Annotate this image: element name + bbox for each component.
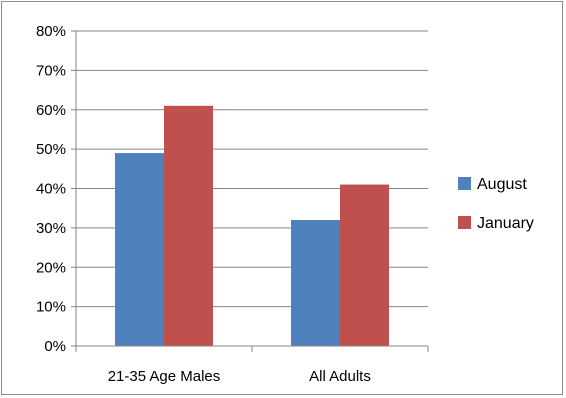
y-tick-labels: 0% 10% 20% 30% 40% 50% 60% 70% 80% bbox=[36, 23, 66, 355]
y-tick-label: 50% bbox=[36, 141, 66, 158]
legend-swatch-august bbox=[458, 177, 471, 190]
bar-august-1 bbox=[115, 153, 164, 346]
bar-january-2 bbox=[340, 184, 389, 346]
bar-august-2 bbox=[291, 220, 340, 346]
x-tick-label: All Adults bbox=[309, 368, 371, 385]
y-tick-label: 40% bbox=[36, 181, 66, 198]
y-tick-label: 10% bbox=[36, 299, 66, 316]
axes bbox=[71, 30, 429, 352]
y-tick-label: 20% bbox=[36, 259, 66, 276]
legend-label-january: January bbox=[477, 215, 534, 232]
x-tick-label: 21-35 Age Males bbox=[108, 368, 221, 385]
y-tick-label: 70% bbox=[36, 62, 66, 79]
legend-swatch-january bbox=[458, 216, 471, 229]
y-tick-label: 80% bbox=[36, 23, 66, 40]
bar-january-1 bbox=[164, 105, 213, 346]
bars bbox=[115, 105, 389, 346]
y-tick-label: 30% bbox=[36, 220, 66, 237]
x-tick-labels: 21-35 Age Males All Adults bbox=[108, 368, 371, 385]
y-tick-label: 60% bbox=[36, 102, 66, 119]
y-tick-label: 0% bbox=[44, 338, 66, 355]
legend-label-august: August bbox=[477, 176, 527, 193]
legend: August January bbox=[458, 176, 534, 232]
